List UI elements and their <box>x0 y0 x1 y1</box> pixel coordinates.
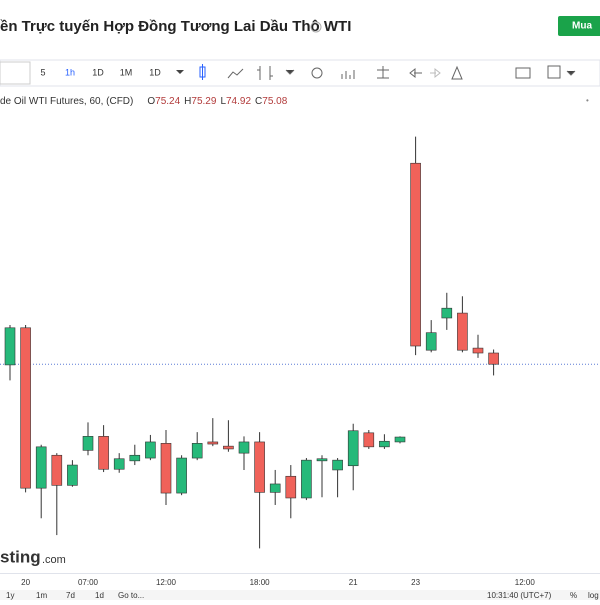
candle-body <box>394 436 406 443</box>
candle-body <box>254 441 265 493</box>
watermark: sting <box>0 547 41 566</box>
range-button[interactable]: 7d <box>66 591 75 600</box>
interval-button[interactable]: 1D <box>149 67 161 77</box>
x-axis-line <box>0 573 600 574</box>
candle-body <box>457 312 468 351</box>
toolbar <box>0 59 600 87</box>
legend-more[interactable]: • <box>586 96 589 105</box>
candle-body <box>410 162 421 347</box>
candle-body <box>472 347 484 354</box>
page-title: ền Trực tuyến Hợp Đồng Tương Lai Dầu Thô… <box>0 18 351 35</box>
x-tick-label: 12:00 <box>156 578 177 587</box>
footer-bar <box>0 590 600 600</box>
legend-key: L <box>220 96 226 107</box>
buy-button-label[interactable]: Mua <box>572 21 592 32</box>
goto-button[interactable]: Go to... <box>118 591 144 600</box>
candle-body <box>35 446 47 489</box>
x-tick-label: 21 <box>349 578 358 587</box>
candle-body <box>285 475 297 499</box>
candle-body <box>238 441 250 454</box>
interval-button[interactable]: 5 <box>40 67 45 77</box>
candle-body <box>160 443 172 494</box>
buy-button[interactable] <box>558 16 600 36</box>
watermark-suffix: .com <box>42 554 66 566</box>
x-tick-label: 23 <box>411 578 420 587</box>
candle-body <box>67 464 78 486</box>
candle-body <box>488 352 499 365</box>
candle-body <box>332 459 343 471</box>
x-tick-label: 20 <box>21 578 30 587</box>
candle-body <box>82 436 94 451</box>
interval-button[interactable]: 1h <box>65 67 75 77</box>
legend-key: H <box>184 96 191 107</box>
candle-body <box>207 441 219 445</box>
candle-body <box>441 307 453 319</box>
legend-key: O <box>147 96 155 107</box>
interval-button[interactable]: 1D <box>92 67 104 77</box>
x-tick-label: 07:00 <box>78 578 99 587</box>
candle-body <box>223 445 234 450</box>
candle-body <box>363 432 375 448</box>
range-button[interactable]: 1m <box>36 591 47 600</box>
candle-body <box>113 458 125 470</box>
range-button[interactable]: 1d <box>95 591 104 600</box>
toolbar-icons <box>199 64 576 80</box>
candle-body <box>129 454 141 462</box>
candle-body <box>191 443 203 459</box>
legend-value: 74.92 <box>226 96 251 107</box>
percent-toggle[interactable]: % <box>570 591 577 600</box>
candle-body <box>425 332 437 351</box>
log-toggle[interactable]: log <box>588 591 599 600</box>
range-button[interactable]: 1y <box>6 591 14 600</box>
candle-body <box>98 436 109 470</box>
candle-body <box>20 327 31 489</box>
candle-body <box>269 483 281 493</box>
clock: 10:31:40 (UTC+7) <box>487 591 552 600</box>
interval-button[interactable]: 1M <box>120 67 133 77</box>
legend-value: 75.24 <box>155 96 180 107</box>
legend-value: 75.08 <box>262 96 287 107</box>
candle-body <box>316 458 328 462</box>
candle-body <box>176 457 187 494</box>
candle-body <box>145 441 156 459</box>
legend-value: 75.29 <box>191 96 216 107</box>
candle-body <box>301 459 312 499</box>
symbol-input[interactable] <box>0 61 31 85</box>
x-tick-label: 18:00 <box>250 578 271 587</box>
chart-legend: de Oil WTI Futures, 60, (CFD) O75.24 H75.2… <box>0 96 288 107</box>
info-icon[interactable] <box>310 21 322 33</box>
candle-body <box>379 440 390 448</box>
x-tick-label: 12:00 <box>515 578 536 587</box>
legend-symbol: de Oil WTI Futures, 60, (CFD) <box>0 96 133 107</box>
dropdown-arrow[interactable] <box>176 70 184 74</box>
candle-body <box>347 430 359 467</box>
candle-body <box>51 454 63 486</box>
candle-body <box>4 327 16 366</box>
legend-key: C <box>255 96 262 107</box>
